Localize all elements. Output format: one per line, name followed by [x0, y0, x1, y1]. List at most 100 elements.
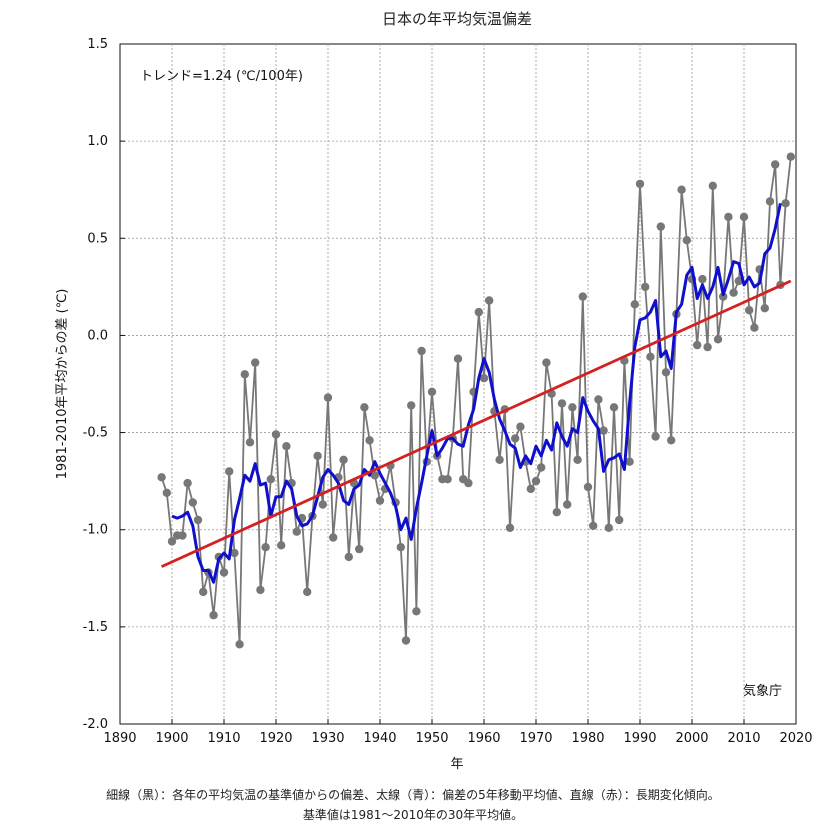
- annual-anomaly-point: [292, 527, 301, 536]
- x-tick-label: 1910: [207, 731, 240, 746]
- annual-anomaly-point: [625, 457, 634, 466]
- annual-anomaly-point: [703, 342, 712, 352]
- annual-anomaly-point: [635, 179, 645, 189]
- annual-anomaly-point: [266, 475, 275, 484]
- annual-anomaly-point: [713, 335, 723, 344]
- x-tick-label: 1900: [155, 731, 188, 746]
- annual-anomaly-point: [427, 387, 437, 396]
- annual-anomaly-point: [646, 352, 655, 361]
- x-tick-label: 1940: [363, 731, 396, 746]
- x-axis-ticks: 1890 1900 1910 1920 1930 1940 1950 1960 1970 1980…: [103, 719, 813, 746]
- annual-anomaly-point: [786, 152, 795, 161]
- annual-anomaly-point: [583, 482, 593, 492]
- annual-anomaly-point: [479, 374, 489, 383]
- annual-anomaly-point: [443, 475, 452, 484]
- annual-anomaly-point: [271, 430, 281, 439]
- annual-anomaly-point: [219, 568, 229, 577]
- x-tick-label: 2010: [727, 731, 760, 746]
- annual-anomaly-point: [677, 185, 686, 194]
- x-tick-label: 1980: [571, 731, 604, 746]
- annual-anomaly-point: [453, 354, 463, 363]
- y-tick-label: -0.5: [83, 426, 108, 441]
- x-tick-label: 1930: [311, 731, 344, 746]
- annual-anomaly-point: [230, 548, 239, 558]
- trend-line-series: [161, 279, 792, 568]
- annual-anomaly-point: [303, 587, 312, 597]
- annual-anomaly-point: [339, 455, 348, 464]
- annual-anomaly-point: [552, 508, 561, 517]
- x-axis-label: 年: [450, 757, 463, 772]
- trend-label: トレンド=1.24 (℃/100年): [140, 69, 303, 84]
- annual-anomaly-point: [531, 476, 541, 486]
- moving-average-line: [171, 202, 782, 584]
- annual-anomaly-point: [750, 323, 759, 332]
- annual-anomaly-point: [235, 640, 244, 649]
- annual-anomaly-point: [719, 292, 728, 301]
- y-tick-label: 0.0: [87, 328, 108, 343]
- annual-anomaly-point: [313, 451, 322, 461]
- annual-anomaly-point: [464, 478, 473, 488]
- annual-anomaly-point: [563, 500, 572, 509]
- annual-anomaly-point: [724, 212, 733, 222]
- annual-anomaly-point: [344, 552, 353, 562]
- annual-anomaly-point: [261, 543, 270, 552]
- annual-anomaly-point: [765, 197, 775, 206]
- annual-anomaly-point: [401, 636, 411, 645]
- annual-anomaly-point: [188, 498, 197, 507]
- annual-anomaly-point: [615, 515, 624, 525]
- annual-anomaly-point: [370, 471, 379, 480]
- annual-anomaly-point: [526, 484, 535, 494]
- annual-anomaly-point: [661, 368, 671, 377]
- plot-area: [119, 43, 797, 725]
- annual-anomaly-point: [516, 422, 525, 431]
- annual-anomaly-point: [365, 436, 374, 445]
- annual-anomaly-point: [157, 473, 166, 482]
- annual-anomaly-point: [745, 306, 754, 315]
- annual-anomaly-point: [542, 358, 551, 367]
- annual-anomaly-point: [412, 607, 421, 616]
- annual-anomaly-point: [375, 496, 385, 505]
- x-tick-label: 2000: [675, 731, 708, 746]
- annual-anomaly-point: [183, 478, 192, 488]
- annual-anomaly-point: [360, 403, 369, 412]
- annual-anomaly-point: [167, 537, 177, 546]
- annual-anomaly-point: [355, 544, 364, 554]
- annual-anomaly-point: [162, 488, 171, 497]
- y-axis-ticks: -2.0 -1.5 -1.0 -0.5 0.0 0.5 1.0 1.5: [83, 37, 125, 732]
- annual-anomaly-point: [485, 296, 494, 305]
- annual-anomaly-point: [199, 587, 208, 597]
- annual-anomaly-point: [739, 212, 749, 222]
- annual-anomaly-point: [609, 403, 619, 412]
- x-tick-label: 1920: [259, 731, 292, 746]
- annual-anomaly-point: [329, 533, 338, 542]
- annual-anomaly-point: [760, 304, 769, 313]
- annual-anomaly-point: [594, 395, 603, 404]
- annual-anomaly-point: [209, 611, 218, 620]
- annual-anomaly-point: [573, 455, 582, 464]
- annual-anomaly-point: [599, 426, 608, 435]
- x-tick-label: 1960: [467, 731, 500, 746]
- x-tick-label: 1970: [519, 731, 552, 746]
- annual-anomaly-point: [495, 455, 504, 464]
- annual-anomaly-point: [225, 467, 234, 476]
- annual-anomaly-point: [417, 346, 426, 356]
- y-tick-label: 1.5: [87, 37, 108, 52]
- annual-anomaly-point: [630, 300, 639, 309]
- moving-average-series: [171, 202, 782, 584]
- annual-anomaly-point: [240, 370, 249, 379]
- annual-anomaly-point: [578, 292, 587, 301]
- x-tick-label: 1950: [415, 731, 448, 746]
- trend-line: [161, 279, 792, 568]
- annual-anomaly-point: [178, 531, 187, 540]
- annual-anomaly-point: [193, 515, 203, 525]
- y-axis-label: 1981-2010年平均からの差 (℃): [55, 289, 70, 480]
- annual-anomaly-point: [557, 399, 567, 408]
- annual-anomaly-line: [160, 156, 792, 645]
- annual-anomaly-point: [604, 523, 613, 532]
- annual-anomaly-point: [667, 436, 676, 445]
- annual-anomaly-point: [537, 463, 546, 472]
- annual-anomaly-point: [651, 432, 660, 441]
- x-tick-label: 1990: [623, 731, 656, 746]
- y-tick-label: -1.0: [83, 523, 108, 538]
